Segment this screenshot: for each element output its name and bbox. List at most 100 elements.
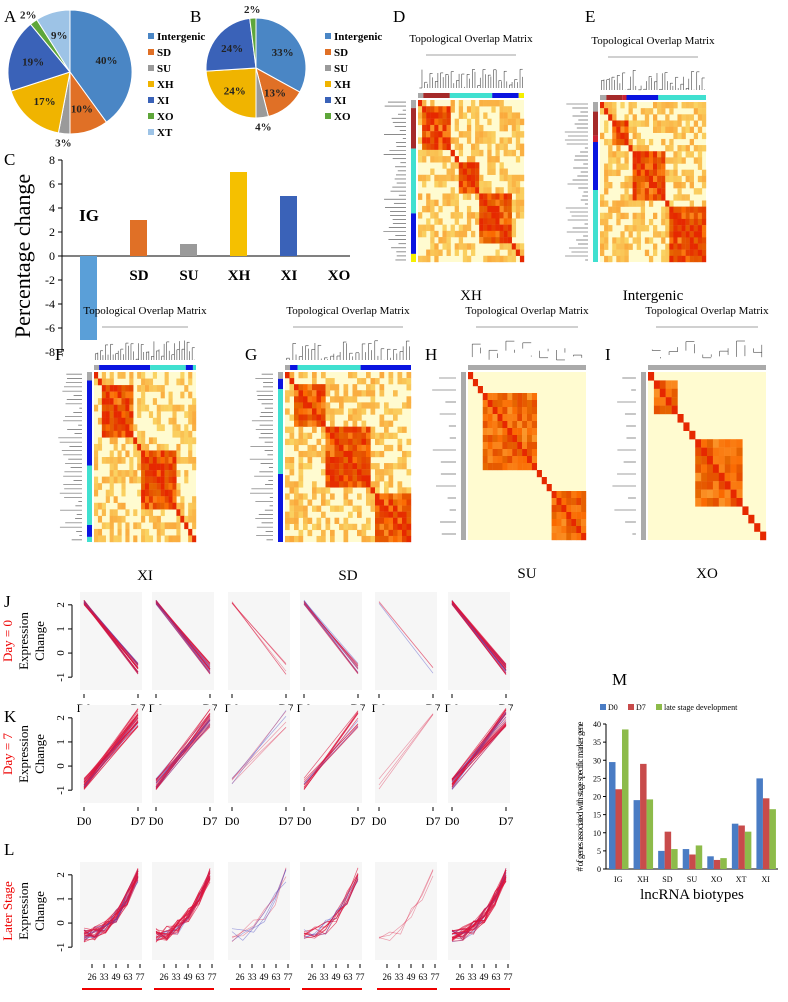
heatmap-cell (366, 390, 371, 397)
heatmap-cell (352, 438, 358, 446)
heatmap-cell (438, 118, 443, 126)
heatmap-cell (129, 437, 134, 445)
pie-label: 3% (55, 138, 72, 150)
heatmap-cell (192, 502, 197, 510)
heatmap-cell (620, 126, 625, 133)
heatmap-cell (285, 475, 290, 482)
heatmap-cell (551, 533, 557, 541)
heatmap-cell (176, 502, 181, 510)
heatmap-cell (121, 398, 126, 405)
expression-line (451, 725, 507, 790)
heatmap-cell (422, 181, 427, 188)
heatmap-cell (458, 224, 464, 232)
heatmap-cell (321, 535, 326, 543)
heatmap-cell (348, 414, 353, 421)
heatmap-cell (531, 435, 538, 443)
heatmap-cell (316, 414, 322, 421)
heatmap-cell (422, 149, 427, 157)
heatmap-cell (632, 120, 637, 127)
heatmap-cell (156, 535, 161, 543)
heatmap-cell (479, 237, 484, 244)
heatmap-cell (701, 225, 707, 232)
heatmap-cell (192, 437, 197, 445)
heatmap-cell (298, 450, 304, 458)
panel-letter-K: K (4, 707, 17, 726)
heatmap-cell (507, 255, 512, 263)
heatmap-cell (361, 420, 367, 427)
heatmap-cell (97, 528, 103, 536)
heatmap-cell (519, 249, 525, 256)
heatmap-cell (330, 493, 335, 500)
heatmap-cell (105, 496, 110, 503)
heatmap-cell (129, 457, 134, 464)
heatmap-cell (426, 199, 431, 207)
heatmap-cell (397, 493, 403, 500)
heatmap-cell (616, 163, 621, 170)
heatmap-cell (685, 175, 690, 183)
heatmap-cell (636, 200, 641, 207)
x-tick-label: D0 (77, 814, 92, 828)
heatmap-cell (462, 168, 468, 175)
expression-line (451, 602, 507, 668)
heatmap-cell (330, 457, 335, 464)
heatmap-cell (406, 493, 412, 500)
heatmap-cell (517, 428, 523, 436)
heatmap-cell (576, 491, 582, 499)
heatmap-cell (145, 463, 150, 471)
x-tick-label: D7 (351, 814, 366, 828)
heatmap-cell (113, 437, 118, 445)
heatmap-cell (648, 237, 654, 244)
heatmap-cell (105, 430, 110, 438)
heatmap-cell (388, 372, 394, 379)
heatmap-cell (357, 444, 362, 452)
heatmap-cell (462, 249, 468, 256)
heatmap-cell (507, 449, 513, 457)
heatmap-cell (397, 378, 403, 385)
heatmap-cell (156, 522, 161, 530)
heatmap-cell (616, 249, 621, 257)
heatmap-cell (718, 489, 725, 499)
heatmap-cell (707, 456, 714, 465)
heatmap-cell (152, 457, 157, 464)
heatmap-cell (298, 463, 304, 470)
heatmap-cell (497, 435, 503, 443)
heatmap-cell (512, 449, 518, 457)
heatmap-cell (109, 398, 114, 405)
heatmap-cell (172, 470, 177, 477)
heatmap-cell (482, 428, 488, 436)
heatmap-label: SU (517, 566, 536, 582)
heatmap-cell (482, 414, 488, 422)
heatmap-cell (348, 457, 353, 464)
heatmap-cell (156, 424, 161, 432)
heatmap-cell (450, 199, 455, 207)
heatmap-cell (479, 131, 484, 138)
heatmap-cell (109, 489, 114, 497)
heatmap-cell (312, 505, 317, 512)
heatmap-cell (450, 187, 455, 194)
heatmap-cell (388, 529, 394, 537)
heatmap-cell (736, 464, 743, 473)
heatmap-cell (612, 249, 617, 257)
heatmap-cell (298, 511, 304, 518)
heatmap-cell (487, 218, 492, 225)
heatmap-cell (402, 487, 407, 494)
heatmap-cell (370, 450, 376, 458)
legend-label: XH (157, 79, 174, 91)
heatmap-cell (487, 168, 492, 175)
heatmap-cell (375, 378, 380, 385)
heatmap-cell (502, 456, 508, 464)
heatmap-cell (701, 456, 708, 465)
heatmap-cell (343, 426, 349, 433)
heatmap-cell (117, 515, 122, 523)
heatmap-cell (164, 450, 169, 458)
module-color-bar (87, 525, 92, 537)
heatmap-cell (636, 163, 641, 170)
heatmap-cell (677, 175, 682, 183)
heatmap-cell (640, 163, 646, 170)
heatmap-cell (375, 511, 380, 518)
heatmap-cell (393, 493, 398, 500)
heatmap-cell (512, 456, 518, 464)
heatmap-cell (511, 131, 517, 138)
heatmap-cell (522, 463, 528, 471)
heatmap-cell (141, 378, 146, 386)
